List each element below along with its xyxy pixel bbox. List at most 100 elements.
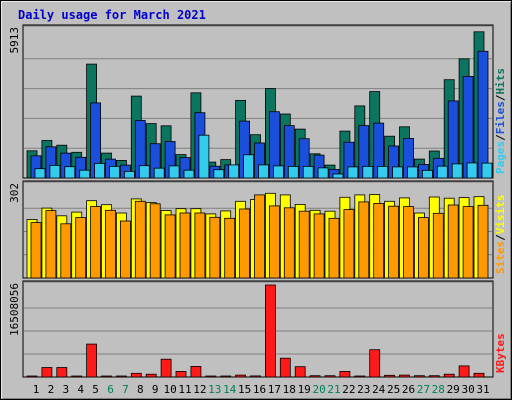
bar-pages-day-19: [302, 165, 314, 179]
bar-pages-day-18: [287, 165, 299, 179]
bar-sites-day-10: [164, 214, 176, 279]
bar-pages-day-4: [79, 169, 91, 179]
x-tick-label: 18: [283, 383, 296, 396]
bar-pages-day-23: [362, 165, 374, 179]
x-tick-label: 16: [253, 383, 266, 396]
bar-kbytes-day-13: [205, 375, 217, 378]
bar-kbytes-day-19: [294, 366, 306, 378]
bar-sites-day-24: [373, 203, 385, 279]
bar-kbytes-day-9: [145, 373, 157, 378]
x-tick-label: 8: [137, 383, 144, 396]
bar-pages-day-26: [407, 166, 418, 179]
bar-sites-day-7: [120, 220, 131, 279]
x-tick-label: 5: [92, 383, 99, 396]
bar-kbytes-day-17: [264, 284, 276, 378]
x-tick-label: 27: [417, 383, 430, 396]
bar-pages-day-6: [109, 165, 120, 179]
bar-sites-day-31: [477, 204, 489, 279]
x-tick-label: 23: [357, 383, 370, 396]
bar-sites-day-25: [388, 205, 400, 279]
x-tick-label: 30: [461, 383, 474, 396]
x-tick-label: 21: [327, 383, 340, 396]
bar-sites-day-30: [462, 206, 474, 279]
legend-entry: Files: [494, 101, 507, 134]
bar-pages-day-1: [34, 168, 46, 179]
x-tick-label: 12: [193, 383, 206, 396]
bar-sites-day-4: [75, 217, 87, 279]
bar-pages-day-30: [466, 162, 478, 179]
y-max-label: 16508056: [8, 283, 21, 336]
bar-sites-day-18: [283, 207, 295, 279]
bar-sites-day-3: [60, 223, 72, 279]
bar-kbytes-day-18: [279, 357, 291, 378]
bar-sites-day-13: [209, 216, 221, 279]
bar-pages-day-25: [392, 166, 404, 179]
bar-kbytes-day-6: [101, 375, 112, 378]
y-max-label: 302: [8, 183, 21, 203]
x-tick-label: 9: [152, 383, 159, 396]
bar-kbytes-day-12: [190, 365, 202, 378]
bar-pages-day-27: [421, 169, 433, 179]
x-tick-label: 10: [163, 383, 176, 396]
bar-pages-day-3: [64, 166, 76, 179]
bar-kbytes-day-31: [473, 372, 485, 378]
panel-kbytes: 16508056 KBytes: [8, 280, 507, 378]
bar-sites-day-23: [358, 201, 370, 279]
bar-kbytes-day-26: [399, 374, 410, 378]
panel-hits-files-pages: 5913 Pages/Files/Hits: [8, 24, 507, 179]
bar-sites-day-29: [447, 204, 459, 279]
bar-pages-day-8: [138, 165, 150, 179]
bar-sites-day-28: [432, 212, 444, 279]
bar-kbytes-day-14: [220, 375, 232, 378]
bar-pages-day-29: [451, 163, 463, 179]
bar-kbytes-day-5: [86, 343, 97, 378]
panel-background: [22, 280, 494, 378]
legend-entry: /: [494, 234, 507, 241]
series-legend-hits-files-pages: Pages/Files/Hits: [494, 68, 507, 174]
bar-pages-day-10: [168, 165, 180, 179]
x-tick-label: 4: [77, 383, 84, 396]
legend-entry: KBytes: [494, 333, 507, 373]
x-tick-label: 3: [62, 383, 69, 396]
bar-kbytes-day-30: [458, 365, 470, 378]
bar-kbytes-day-29: [443, 373, 455, 378]
bar-kbytes-day-15: [235, 374, 247, 378]
bar-kbytes-day-7: [116, 375, 127, 378]
bar-sites-day-2: [45, 210, 57, 279]
y-max-label: 5913: [8, 27, 21, 54]
bar-pages-day-21: [332, 173, 344, 179]
x-tick-label: 11: [178, 383, 191, 396]
x-tick-label: 17: [268, 383, 281, 396]
bar-sites-day-19: [298, 210, 310, 279]
x-tick-label: 19: [298, 383, 311, 396]
legend-entry: /: [494, 134, 507, 141]
x-tick-label: 24: [372, 383, 386, 396]
bar-pages-day-16: [258, 164, 269, 179]
bar-pages-day-24: [377, 165, 389, 179]
bar-sites-day-9: [149, 203, 161, 279]
bar-pages-day-9: [153, 167, 165, 179]
x-tick-label: 13: [208, 383, 221, 396]
bar-sites-day-8: [134, 200, 146, 279]
bar-kbytes-day-2: [41, 367, 53, 378]
bar-sites-day-15: [239, 208, 251, 279]
bar-kbytes-day-20: [309, 375, 321, 378]
bar-pages-day-14: [228, 164, 240, 179]
bar-kbytes-day-1: [26, 375, 38, 378]
bar-sites-day-5: [90, 206, 101, 279]
bar-kbytes-day-10: [160, 358, 172, 378]
x-tick-label: 15: [238, 383, 251, 396]
panel-visits-sites: 302 Sites/Visits: [8, 180, 507, 279]
series-legend-kbytes: KBytes: [494, 333, 507, 373]
bar-pages-day-11: [183, 169, 195, 179]
bar-kbytes-day-28: [428, 375, 440, 378]
x-tick-label: 2: [48, 383, 55, 396]
legend-entry: Sites: [494, 241, 507, 274]
x-tick-label: 1: [33, 383, 40, 396]
x-tick-label: 25: [387, 383, 400, 396]
legend-entry: Visits: [494, 195, 507, 235]
bar-pages-day-31: [481, 162, 493, 179]
x-tick-label: 20: [312, 383, 325, 396]
bar-pages-day-17: [272, 165, 284, 179]
bar-sites-day-6: [105, 209, 116, 279]
